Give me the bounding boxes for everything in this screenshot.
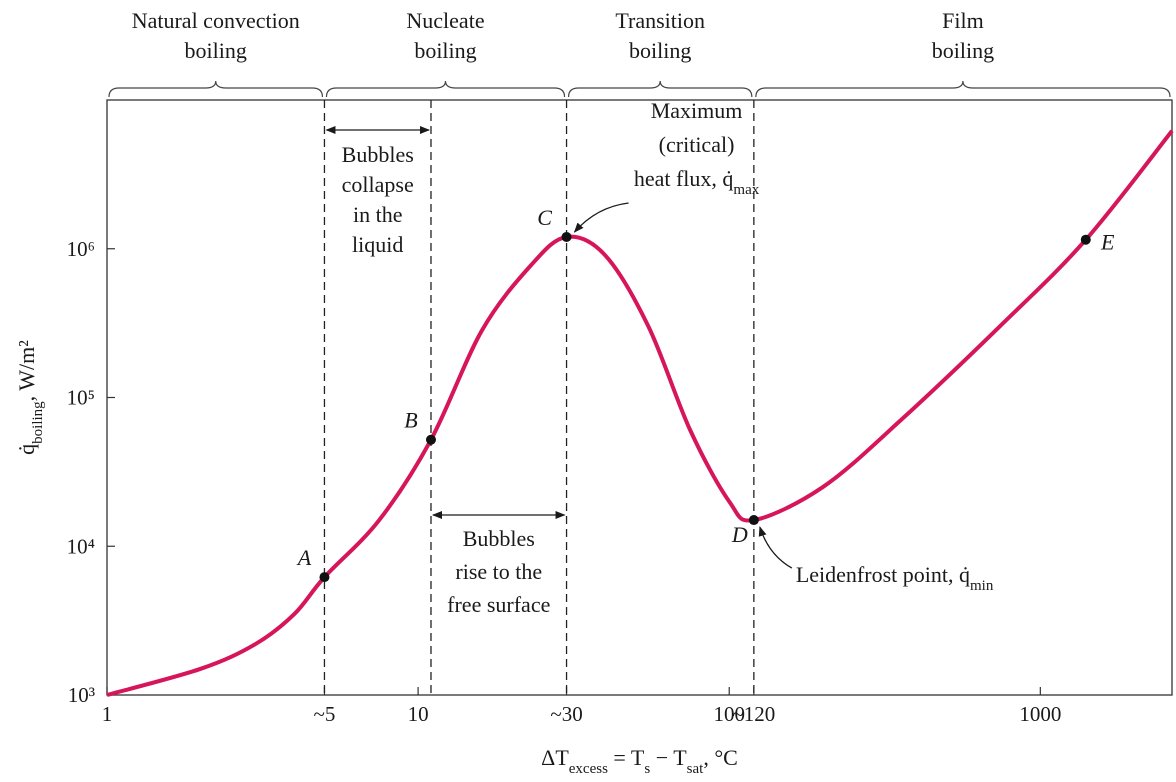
- point: [425, 434, 436, 445]
- subscript: max: [733, 182, 759, 198]
- y-tick-label: 10⁵: [67, 386, 95, 410]
- x-tick-label: 1000: [1019, 702, 1061, 726]
- region-label: boiling: [629, 38, 691, 63]
- region-bracket: [325, 80, 566, 98]
- text-part: − T: [650, 745, 687, 770]
- text-part: Leidenfrost point, q̇: [796, 562, 970, 587]
- region-label: Natural convection: [132, 8, 300, 33]
- subscript: s: [644, 761, 650, 777]
- subscript: min: [970, 578, 994, 594]
- text-part: = T: [608, 745, 645, 770]
- x-tick-label: 1: [102, 702, 113, 726]
- x-axis-label: ΔTexcess = Ts − Tsat, °C: [541, 745, 738, 777]
- x-tick-label: ~120: [732, 702, 775, 726]
- boiling-curve: [106, 129, 1174, 697]
- region-label: Film: [942, 8, 984, 33]
- region-bracket: [567, 80, 753, 98]
- annotation-text: Bubbles: [463, 526, 535, 551]
- x-tick-label: 10: [408, 702, 429, 726]
- x-tick-label: ~30: [550, 702, 582, 726]
- annotation-text: liquid: [352, 232, 403, 257]
- region-label: boiling: [185, 38, 247, 63]
- region-bracket: [108, 80, 324, 98]
- text-part: , W/m²: [14, 340, 39, 402]
- subscript: boiling: [30, 401, 46, 444]
- point: [561, 231, 572, 242]
- x-tick-label: 100: [713, 702, 745, 726]
- annotation-text: (critical): [659, 132, 735, 157]
- annotation-text: free surface: [447, 592, 550, 617]
- text-part: , °C: [703, 745, 737, 770]
- point: [319, 572, 330, 583]
- region-label: boiling: [414, 38, 476, 63]
- annotation-arrow: [573, 202, 629, 233]
- region-label: Transition: [615, 8, 705, 33]
- annotation-text: heat flux, q̇max: [634, 166, 760, 198]
- point-label: A: [296, 545, 312, 570]
- point-label: B: [404, 408, 417, 433]
- point-label: C: [537, 205, 552, 230]
- annotation-text: in the: [353, 202, 403, 227]
- point-label: E: [1100, 230, 1115, 255]
- annotation-text: Leidenfrost point, q̇min: [796, 562, 994, 594]
- text-part: q̇: [14, 444, 39, 455]
- y-axis-label: q̇boiling, W/m²: [14, 340, 46, 455]
- region-label: boiling: [932, 38, 994, 63]
- annotation-text: collapse: [342, 172, 414, 197]
- text-part: heat flux, q̇: [634, 166, 734, 191]
- annotation-text: Maximum: [651, 98, 743, 123]
- subscript: excess: [569, 761, 608, 777]
- point: [748, 515, 759, 526]
- annotation-text: rise to the: [455, 559, 542, 584]
- region-bracket: [755, 80, 1171, 98]
- annotation-arrow: [758, 526, 793, 569]
- y-tick-label: 10³: [68, 683, 95, 707]
- annotation-text: Bubbles: [342, 142, 414, 167]
- subscript: sat: [687, 761, 704, 777]
- point: [1080, 234, 1091, 245]
- point-label: D: [731, 522, 748, 547]
- x-tick-label: ~5: [314, 702, 336, 726]
- region-label: Nucleate: [406, 8, 484, 33]
- text-part: ΔT: [541, 745, 569, 770]
- y-tick-label: 10⁴: [67, 534, 95, 558]
- y-tick-label: 10⁶: [67, 237, 95, 261]
